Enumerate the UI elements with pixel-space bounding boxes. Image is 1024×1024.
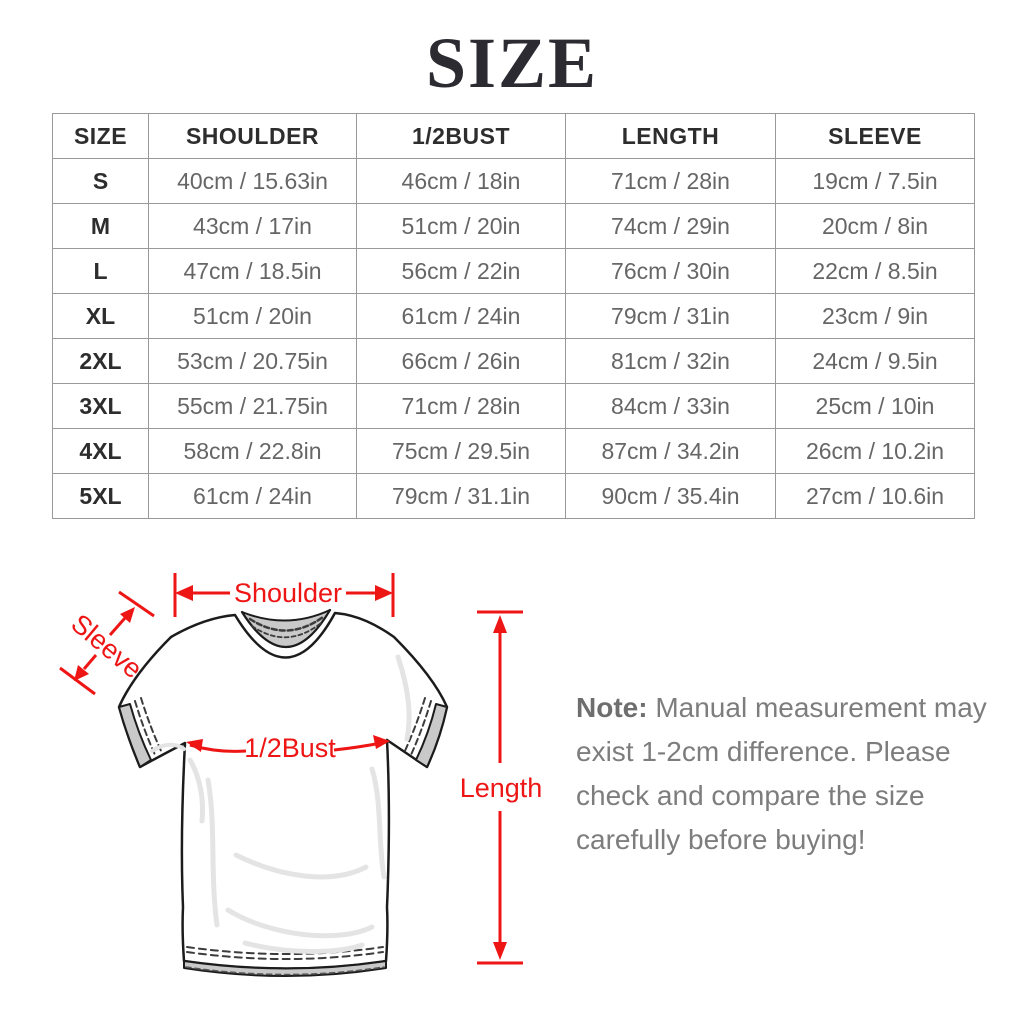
size-table: SIZE SHOULDER 1/2BUST LENGTH SLEEVE S 40… xyxy=(52,113,975,519)
measurement-cell: 53cm / 20.75in xyxy=(148,338,357,384)
size-cell: 2XL xyxy=(52,338,149,384)
measurement-cell: 24cm / 9.5in xyxy=(775,338,975,384)
right-cuff xyxy=(415,703,448,768)
measurement-cell: 87cm / 34.2in xyxy=(565,428,776,474)
sleeve-tick-bottom xyxy=(59,666,96,696)
arrow-downleft-icon xyxy=(74,665,89,681)
size-cell: L xyxy=(52,248,149,294)
size-cell: M xyxy=(52,203,149,249)
table-header-row: SIZE SHOULDER 1/2BUST LENGTH SLEEVE xyxy=(52,113,975,159)
arrow-up-icon xyxy=(493,615,507,633)
table-row: 3XL 55cm / 21.75in 71cm / 28in 84cm / 33… xyxy=(52,383,975,429)
note-line: carefully before buying! xyxy=(576,824,866,855)
col-header-shoulder: SHOULDER xyxy=(148,113,357,159)
measurement-cell: 51cm / 20in xyxy=(356,203,566,249)
shoulder-label: Shoulder xyxy=(234,578,342,608)
arrow-left-icon xyxy=(175,585,193,601)
table-row: M 43cm / 17in 51cm / 20in 74cm / 29in 20… xyxy=(52,203,975,249)
measurement-cell: 84cm / 33in xyxy=(565,383,776,429)
measurement-cell: 90cm / 35.4in xyxy=(565,473,776,519)
measurement-cell: 58cm / 22.8in xyxy=(148,428,357,474)
measurement-cell: 27cm / 10.6in xyxy=(775,473,975,519)
table-row: XL 51cm / 20in 61cm / 24in 79cm / 31in 2… xyxy=(52,293,975,339)
measurement-cell: 71cm / 28in xyxy=(356,383,566,429)
arrow-upright-icon xyxy=(120,607,135,623)
measurement-cell: 79cm / 31in xyxy=(565,293,776,339)
length-label: Length xyxy=(460,773,543,803)
size-cell: 5XL xyxy=(52,473,149,519)
tshirt-measurement-diagram: Shoulder Sleeve 1/2Bust L xyxy=(59,573,543,977)
collar-stitching xyxy=(251,622,322,639)
measurement-cell: 71cm / 28in xyxy=(565,158,776,204)
hem-stitching xyxy=(185,966,385,976)
right-cuff-stitching xyxy=(409,700,432,758)
arrow-down-icon xyxy=(493,942,507,960)
note-line: check and compare the size xyxy=(576,780,925,811)
measurement-cell: 81cm / 32in xyxy=(565,338,776,384)
measurement-cell: 43cm / 17in xyxy=(148,203,357,249)
measurement-cell: 20cm / 8in xyxy=(775,203,975,249)
tshirt-illustration xyxy=(117,608,449,977)
col-header-size: SIZE xyxy=(52,113,149,159)
measurement-note: Note: Manual measurement may exist 1-2cm… xyxy=(576,686,1016,862)
table-row: 5XL 61cm / 24in 79cm / 31.1in 90cm / 35.… xyxy=(52,473,975,519)
size-cell: XL xyxy=(52,293,149,339)
left-cuff-stitching xyxy=(134,700,157,758)
measurement-cell: 23cm / 9in xyxy=(775,293,975,339)
measurement-cell: 47cm / 18.5in xyxy=(148,248,357,294)
table-row: S 40cm / 15.63in 46cm / 18in 71cm / 28in… xyxy=(52,158,975,204)
table-row: 4XL 58cm / 22.8in 75cm / 29.5in 87cm / 3… xyxy=(52,428,975,474)
left-cuff xyxy=(118,703,152,768)
measurement-cell: 25cm / 10in xyxy=(775,383,975,429)
half-bust-label: 1/2Bust xyxy=(244,733,336,763)
right-cuff-stitching xyxy=(403,697,426,754)
note-label: Note: xyxy=(576,692,648,723)
note-line: Note: Manual measurement may xyxy=(576,686,1016,730)
note-line: exist 1-2cm difference. Please xyxy=(576,736,951,767)
measurement-cell: 75cm / 29.5in xyxy=(356,428,566,474)
col-header-length: LENGTH xyxy=(565,113,776,159)
measurement-cell: 19cm / 7.5in xyxy=(775,158,975,204)
measurement-cell: 26cm / 10.2in xyxy=(775,428,975,474)
hem-stitching xyxy=(186,951,384,960)
table-row: L 47cm / 18.5in 56cm / 22in 76cm / 30in … xyxy=(52,248,975,294)
fabric-wrinkles xyxy=(150,654,412,954)
measurement-cell: 51cm / 20in xyxy=(148,293,357,339)
hem-stitching xyxy=(186,946,384,955)
measurement-cell: 79cm / 31.1in xyxy=(356,473,566,519)
size-cell: 3XL xyxy=(52,383,149,429)
measurement-cell: 22cm / 8.5in xyxy=(775,248,975,294)
arrow-right-icon xyxy=(375,585,393,601)
measurement-cell: 56cm / 22in xyxy=(356,248,566,294)
page-title: SIZE xyxy=(425,23,599,103)
measurement-cell: 61cm / 24in xyxy=(356,293,566,339)
measurement-cell: 61cm / 24in xyxy=(148,473,357,519)
measurement-cell: 40cm / 15.63in xyxy=(148,158,357,204)
size-cell: 4XL xyxy=(52,428,149,474)
tshirt-body xyxy=(117,611,449,970)
measurement-cell: 46cm / 18in xyxy=(356,158,566,204)
shoulder-measure: Shoulder xyxy=(173,573,395,617)
length-measure: Length xyxy=(460,610,543,965)
note-text: Manual measurement may xyxy=(655,692,987,723)
size-cell: S xyxy=(52,158,149,204)
collar-stitching xyxy=(248,615,325,632)
sleeve-tick-top xyxy=(118,590,155,618)
measurement-annotations: Shoulder Sleeve 1/2Bust L xyxy=(59,573,543,965)
measurement-cell: 55cm / 21.75in xyxy=(148,383,357,429)
col-header-sleeve: SLEEVE xyxy=(775,113,975,159)
col-header-halfbust: 1/2BUST xyxy=(356,113,566,159)
half-bust-measure: 1/2Bust xyxy=(186,733,390,763)
measurement-cell: 66cm / 26in xyxy=(356,338,566,384)
measurement-cell: 76cm / 30in xyxy=(565,248,776,294)
measurement-cell: 74cm / 29in xyxy=(565,203,776,249)
arrow-right-icon xyxy=(373,735,390,749)
table-row: 2XL 53cm / 20.75in 66cm / 26in 81cm / 32… xyxy=(52,338,975,384)
